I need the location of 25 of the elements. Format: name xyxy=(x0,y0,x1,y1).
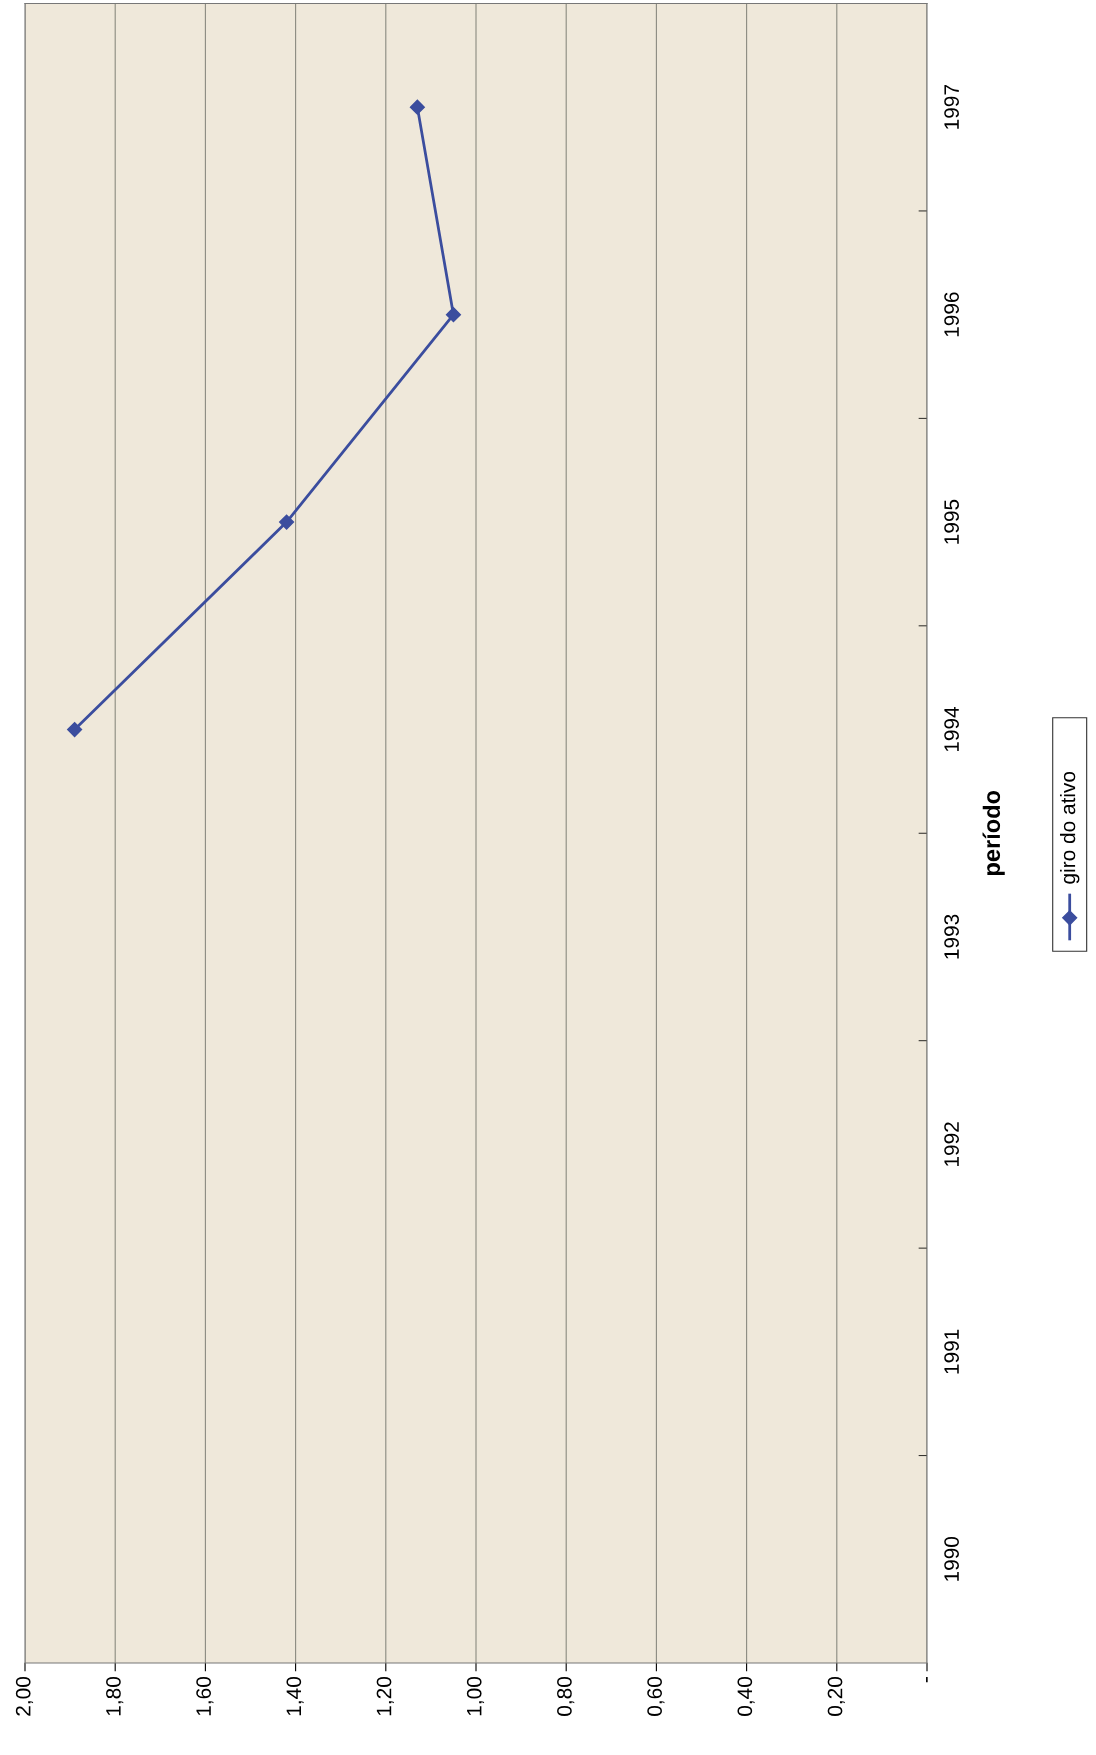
x-tick-label: 1,80 xyxy=(106,1677,124,1716)
y-tick-label: 1997 xyxy=(944,85,959,129)
x-tick-label: 0,20 xyxy=(827,1677,845,1716)
y-tick-label: 1993 xyxy=(944,914,959,959)
y-tick-label: 1992 xyxy=(944,1122,959,1166)
y-tick-label: 1996 xyxy=(944,292,959,337)
x-tick-label: 1,20 xyxy=(376,1677,394,1716)
x-tick-label: 1,60 xyxy=(196,1677,214,1716)
y-tick-label: 1994 xyxy=(944,706,959,752)
x-tick-label: 0,80 xyxy=(557,1677,575,1716)
point xyxy=(409,99,425,115)
x-tick-label: - xyxy=(926,1677,928,1683)
x-tick-label: 0,60 xyxy=(647,1677,665,1716)
y-tick-label: 1995 xyxy=(944,499,959,544)
y-tick-label: 1991 xyxy=(944,1329,959,1374)
x-tick-label: 0,40 xyxy=(737,1677,755,1716)
point xyxy=(445,307,462,323)
point xyxy=(67,721,83,738)
x-tick-label: 1,00 xyxy=(466,1677,485,1716)
x-tick-label: 1,40 xyxy=(286,1677,304,1716)
x-tick-label: 2,00 xyxy=(15,1677,34,1716)
y-tick-label: 1990 xyxy=(944,1536,959,1581)
y-axis-title: período xyxy=(982,790,1005,875)
point xyxy=(279,514,295,530)
text: giro do ativo xyxy=(1059,771,1080,884)
